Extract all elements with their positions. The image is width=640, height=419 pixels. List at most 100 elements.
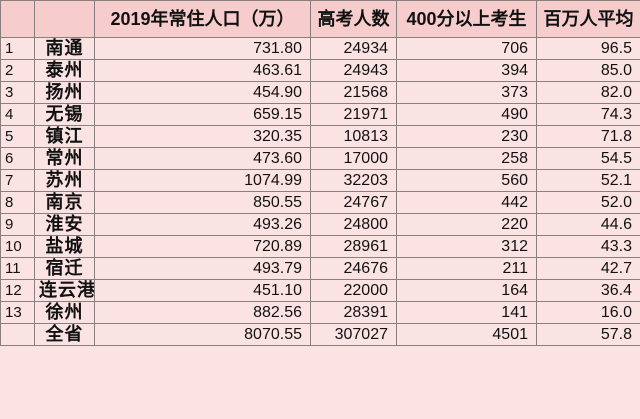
header-city[interactable] — [34, 0, 95, 38]
row-index[interactable]: 11 — [0, 257, 35, 280]
above400-cell[interactable]: 258 — [396, 147, 537, 170]
row-index[interactable]: 13 — [0, 301, 35, 324]
per-million-cell[interactable]: 52.0 — [536, 191, 640, 214]
above400-cell[interactable]: 312 — [396, 235, 537, 258]
examinees-cell[interactable]: 22000 — [310, 279, 397, 302]
per-million-cell[interactable]: 71.8 — [536, 125, 640, 148]
population-cell[interactable]: 454.90 — [94, 81, 311, 104]
per-million-cell[interactable]: 43.3 — [536, 235, 640, 258]
examinees-cell[interactable]: 32203 — [310, 169, 397, 192]
table-row: 12 连云港 451.10 22000 164 36.4 — [0, 279, 640, 302]
population-cell[interactable]: 493.79 — [94, 257, 311, 280]
population-cell[interactable]: 882.56 — [94, 301, 311, 324]
per-million-cell[interactable]: 57.8 — [536, 323, 640, 346]
row-index[interactable]: 10 — [0, 235, 35, 258]
per-million-cell[interactable]: 74.3 — [536, 103, 640, 126]
above400-cell[interactable]: 230 — [396, 125, 537, 148]
population-cell[interactable]: 731.80 — [94, 37, 311, 60]
city-cell[interactable]: 盐城 — [34, 235, 95, 258]
city-cell[interactable]: 徐州 — [34, 301, 95, 324]
per-million-cell[interactable]: 82.0 — [536, 81, 640, 104]
per-million-cell[interactable]: 16.0 — [536, 301, 640, 324]
row-index[interactable]: 8 — [0, 191, 35, 214]
examinees-cell[interactable]: 24934 — [310, 37, 397, 60]
city-cell[interactable]: 连云港 — [34, 279, 95, 302]
city-cell[interactable]: 全省 — [34, 323, 95, 346]
header-examinees[interactable]: 高考人数 — [310, 0, 397, 38]
row-index[interactable]: 12 — [0, 279, 35, 302]
above400-cell[interactable]: 164 — [396, 279, 537, 302]
header-above400[interactable]: 400分以上考生 — [396, 0, 537, 38]
examinees-cell[interactable]: 28961 — [310, 235, 397, 258]
per-million-cell[interactable]: 85.0 — [536, 59, 640, 82]
city-cell[interactable]: 泰州 — [34, 59, 95, 82]
row-index[interactable]: 5 — [0, 125, 35, 148]
city-cell[interactable]: 南京 — [34, 191, 95, 214]
examinees-cell[interactable]: 24676 — [310, 257, 397, 280]
city-cell[interactable]: 常州 — [34, 147, 95, 170]
table-row: 11 宿迁 493.79 24676 211 42.7 — [0, 257, 640, 280]
population-cell[interactable]: 320.35 — [94, 125, 311, 148]
population-cell[interactable]: 720.89 — [94, 235, 311, 258]
examinees-cell[interactable]: 21568 — [310, 81, 397, 104]
data-table: 2019年常住人口（万） 高考人数 400分以上考生 百万人平均 1 南通 73… — [0, 0, 640, 346]
above400-cell[interactable]: 211 — [396, 257, 537, 280]
examinees-cell[interactable]: 28391 — [310, 301, 397, 324]
city-cell[interactable]: 无锡 — [34, 103, 95, 126]
population-cell[interactable]: 659.15 — [94, 103, 311, 126]
header-index[interactable] — [0, 0, 35, 38]
per-million-cell[interactable]: 36.4 — [536, 279, 640, 302]
population-cell[interactable]: 493.26 — [94, 213, 311, 236]
row-index[interactable]: 3 — [0, 81, 35, 104]
above400-cell[interactable]: 442 — [396, 191, 537, 214]
row-index[interactable]: 2 — [0, 59, 35, 82]
row-index[interactable]: 9 — [0, 213, 35, 236]
table-row: 7 苏州 1074.99 32203 560 52.1 — [0, 169, 640, 192]
above400-cell[interactable]: 490 — [396, 103, 537, 126]
above400-cell[interactable]: 220 — [396, 213, 537, 236]
header-per-million[interactable]: 百万人平均 — [536, 0, 640, 38]
population-cell[interactable]: 463.61 — [94, 59, 311, 82]
header-row: 2019年常住人口（万） 高考人数 400分以上考生 百万人平均 — [0, 0, 640, 38]
city-cell[interactable]: 扬州 — [34, 81, 95, 104]
header-population[interactable]: 2019年常住人口（万） — [94, 0, 311, 38]
city-cell[interactable]: 南通 — [34, 37, 95, 60]
row-index[interactable]: 7 — [0, 169, 35, 192]
city-cell[interactable]: 宿迁 — [34, 257, 95, 280]
above400-cell[interactable]: 394 — [396, 59, 537, 82]
per-million-cell[interactable]: 54.5 — [536, 147, 640, 170]
above400-cell[interactable]: 373 — [396, 81, 537, 104]
table-row: 5 镇江 320.35 10813 230 71.8 — [0, 125, 640, 148]
per-million-cell[interactable]: 42.7 — [536, 257, 640, 280]
examinees-cell[interactable]: 21971 — [310, 103, 397, 126]
table-row: 8 南京 850.55 24767 442 52.0 — [0, 191, 640, 214]
row-index[interactable]: 6 — [0, 147, 35, 170]
table-row: 3 扬州 454.90 21568 373 82.0 — [0, 81, 640, 104]
per-million-cell[interactable]: 96.5 — [536, 37, 640, 60]
examinees-cell[interactable]: 10813 — [310, 125, 397, 148]
row-index[interactable]: 1 — [0, 37, 35, 60]
table-row: 2 泰州 463.61 24943 394 85.0 — [0, 59, 640, 82]
city-cell[interactable]: 镇江 — [34, 125, 95, 148]
examinees-cell[interactable]: 24800 — [310, 213, 397, 236]
examinees-cell[interactable]: 17000 — [310, 147, 397, 170]
table-row: 4 无锡 659.15 21971 490 74.3 — [0, 103, 640, 126]
examinees-cell[interactable]: 307027 — [310, 323, 397, 346]
population-cell[interactable]: 451.10 — [94, 279, 311, 302]
examinees-cell[interactable]: 24943 — [310, 59, 397, 82]
per-million-cell[interactable]: 44.6 — [536, 213, 640, 236]
above400-cell[interactable]: 560 — [396, 169, 537, 192]
population-cell[interactable]: 1074.99 — [94, 169, 311, 192]
above400-cell[interactable]: 706 — [396, 37, 537, 60]
row-index[interactable] — [0, 323, 35, 346]
city-cell[interactable]: 淮安 — [34, 213, 95, 236]
row-index[interactable]: 4 — [0, 103, 35, 126]
city-cell[interactable]: 苏州 — [34, 169, 95, 192]
above400-cell[interactable]: 141 — [396, 301, 537, 324]
per-million-cell[interactable]: 52.1 — [536, 169, 640, 192]
population-cell[interactable]: 8070.55 — [94, 323, 311, 346]
examinees-cell[interactable]: 24767 — [310, 191, 397, 214]
population-cell[interactable]: 473.60 — [94, 147, 311, 170]
population-cell[interactable]: 850.55 — [94, 191, 311, 214]
above400-cell[interactable]: 4501 — [396, 323, 537, 346]
